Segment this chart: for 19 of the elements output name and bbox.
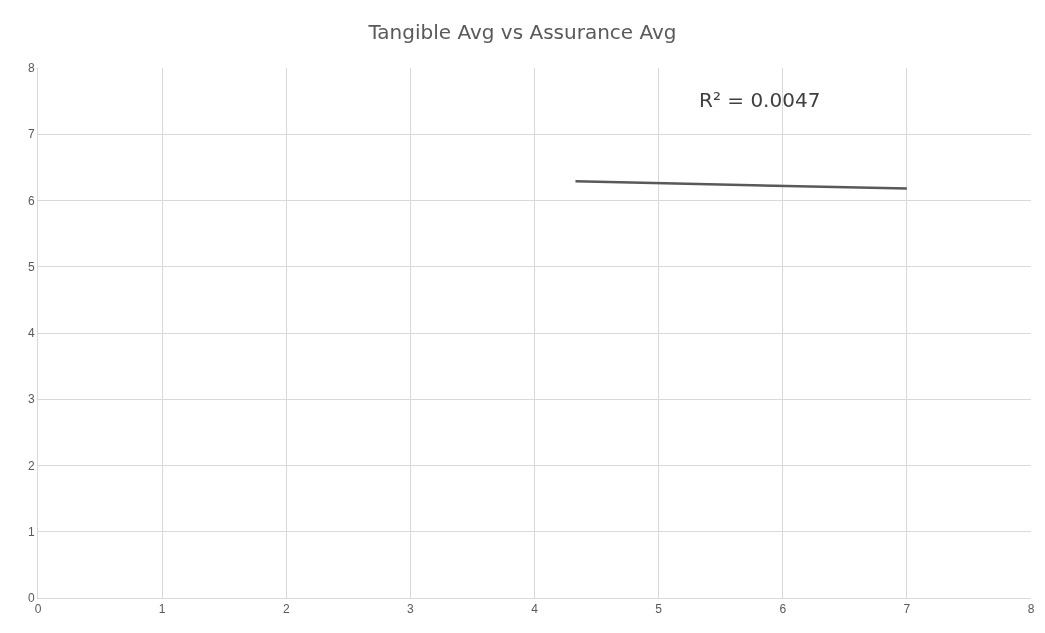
x-tick-label: 8 (1027, 602, 1035, 617)
x-tick-label: 7 (903, 602, 911, 617)
x-tick-label: 2 (282, 602, 290, 617)
y-tick-label: 8 (27, 61, 35, 76)
y-tick-label: 7 (27, 127, 35, 142)
x-tick-label: 3 (407, 602, 415, 617)
annotation: R² = 0.0047 (699, 88, 821, 112)
chart-title: Tangible Avg vs Assurance Avg (367, 20, 677, 45)
x-tick-label: 5 (655, 602, 663, 617)
y-tick-label: 6 (27, 193, 35, 208)
y-tick-label: 4 (27, 326, 35, 341)
y-tick-label: 5 (27, 259, 35, 274)
x-tick-label: 1 (158, 602, 166, 617)
x-tick-label: 4 (531, 602, 539, 617)
y-tick-label: 1 (27, 524, 35, 539)
y-tick-label: 3 (27, 392, 35, 407)
y-tick-label: 2 (27, 458, 35, 473)
x-tick-label: 6 (779, 602, 787, 617)
y-tick-label: 0 (27, 591, 35, 606)
